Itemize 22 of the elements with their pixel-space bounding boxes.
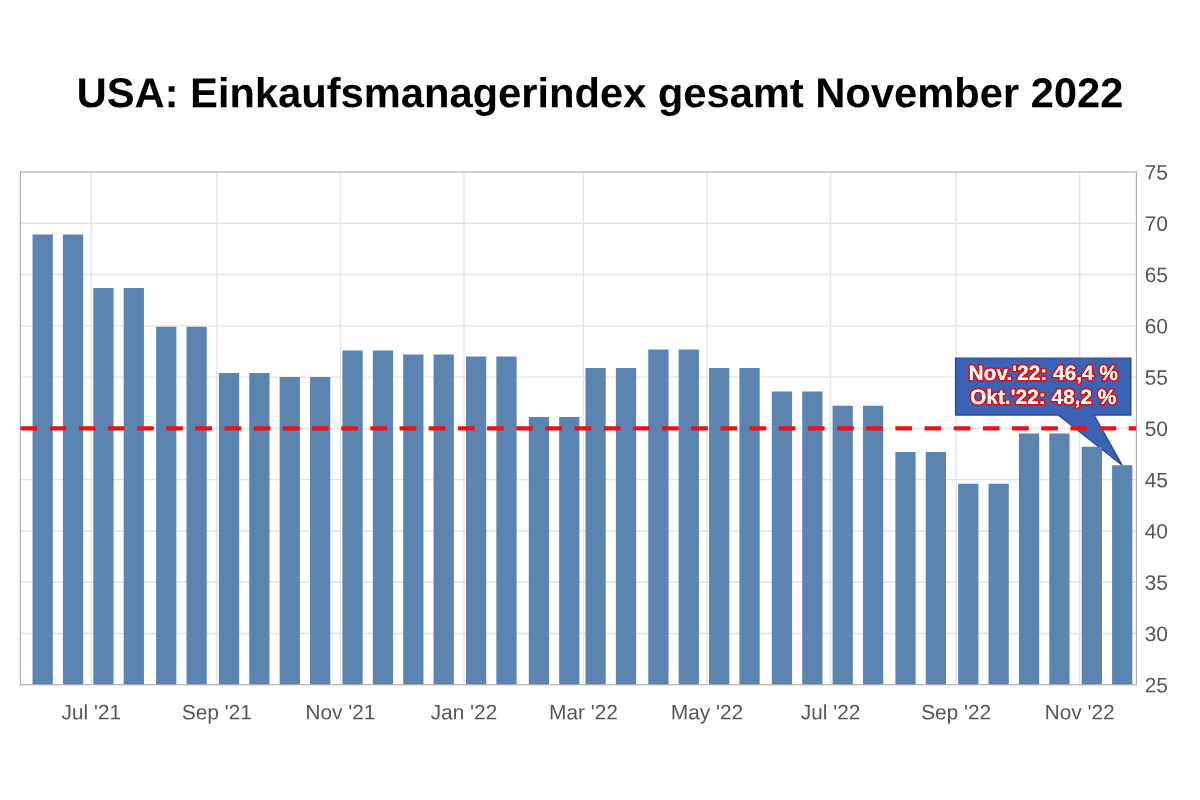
y-tick-label: 35: [1145, 575, 1168, 590]
x-tick-label: Sep '22: [922, 704, 991, 724]
x-tick-label: Sep '21: [182, 704, 251, 724]
y-tick-label: 65: [1145, 267, 1168, 283]
y-tick-label: 45: [1145, 472, 1168, 488]
x-tick-label: Jul '21: [61, 704, 121, 720]
x-tick-label: Jan '22: [431, 704, 497, 720]
x-tick-label: Nov '22: [1046, 704, 1114, 720]
x-tick-label: Jul '22: [801, 704, 860, 720]
y-tick-label: 75: [1145, 165, 1168, 180]
annotation: Nov.'22: 46,4 % Okt.'22: 48,2 %: [969, 365, 1118, 408]
y-tick-label: 25: [1145, 677, 1168, 693]
y-tick-label: 55: [1145, 370, 1168, 385]
y-tick-label: 30: [1145, 626, 1168, 642]
y-tick-label: 60: [1145, 318, 1168, 334]
y-tick-label: 40: [1145, 523, 1168, 539]
chart-title: USA: Einkaufsmanagerindex gesamt November 2022: [79, 76, 1122, 116]
x-tick-label: Mar '22: [550, 704, 617, 720]
y-tick-label: 50: [1145, 421, 1168, 437]
x-tick-label: Nov '21: [307, 704, 375, 720]
x-tick-label: May '22: [672, 704, 743, 724]
y-tick-label: 70: [1145, 216, 1168, 232]
